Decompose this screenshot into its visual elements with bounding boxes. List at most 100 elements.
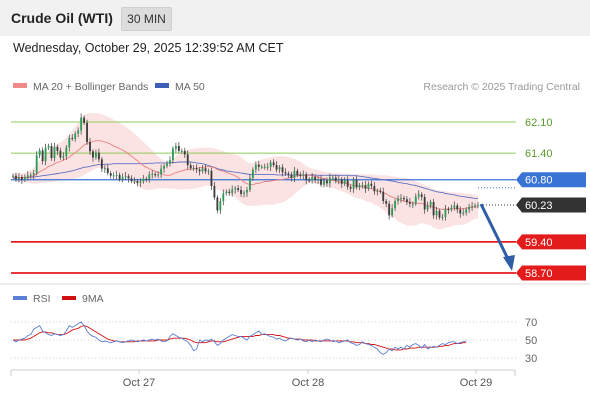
- candle: [405, 196, 408, 205]
- x-axis: Oct 27 Oct 28 Oct 29: [10, 369, 516, 389]
- level-value: 60.80: [525, 175, 553, 187]
- candle: [86, 119, 88, 145]
- candle: [340, 177, 343, 188]
- ma20-legend-label: MA 20 + Bollinger Bands: [33, 81, 148, 93]
- level-value: 59.40: [525, 237, 553, 249]
- candle: [263, 163, 266, 170]
- candle: [56, 144, 59, 156]
- candle: [456, 203, 459, 214]
- level-label-pivot: 60.80: [516, 172, 586, 188]
- candle: [246, 186, 248, 197]
- candle: [225, 189, 228, 196]
- candle: [23, 174, 26, 182]
- candle: [370, 180, 373, 189]
- candle: [420, 192, 423, 201]
- bollinger-band: [13, 113, 478, 230]
- candle: [326, 177, 328, 187]
- candle: [269, 160, 272, 172]
- candle: [210, 167, 213, 191]
- candle: [397, 195, 399, 205]
- candle: [160, 164, 163, 178]
- candle: [266, 162, 269, 171]
- level-value: 62.10: [525, 117, 553, 129]
- candle: [429, 199, 432, 209]
- candle: [59, 147, 62, 160]
- candle: [411, 201, 414, 208]
- candle: [417, 190, 420, 200]
- candle: [80, 113, 83, 135]
- x-tick-label: Oct 29: [460, 377, 492, 389]
- candle: [391, 204, 394, 218]
- candle: [314, 174, 317, 184]
- candle: [441, 213, 444, 221]
- candle: [83, 115, 86, 126]
- candle: [438, 208, 441, 220]
- candle: [100, 157, 103, 173]
- candle: [228, 188, 231, 196]
- rsi-panel: RSI 9MA 70 50 30: [11, 293, 537, 365]
- candle: [293, 166, 296, 183]
- ma50-line: [12, 161, 478, 199]
- candle: [109, 170, 112, 179]
- candle: [53, 142, 56, 162]
- candle: [331, 175, 334, 180]
- candle: [115, 170, 118, 180]
- ma50-legend-label: MA 50: [175, 81, 205, 93]
- candle: [346, 176, 349, 190]
- candle: [403, 195, 405, 202]
- x-tick-label: Oct 27: [123, 377, 155, 389]
- candle: [349, 184, 352, 193]
- candle: [400, 193, 402, 203]
- candle: [334, 174, 337, 184]
- candle: [94, 149, 97, 160]
- level-labels: 62.10 61.40 60.80 60.23 59.40 58.70: [516, 117, 586, 281]
- rsi-tick-label: 70: [525, 317, 537, 329]
- candle: [423, 193, 426, 214]
- candle: [163, 163, 165, 173]
- rsi-tick-label: 30: [525, 353, 537, 365]
- candle: [465, 207, 468, 216]
- timeframe-button[interactable]: 30 MIN: [121, 7, 172, 31]
- candle: [278, 165, 281, 174]
- candle: [231, 185, 234, 197]
- candle: [471, 201, 474, 212]
- candle: [207, 168, 210, 175]
- level-label-resistance-light: 62.10: [525, 117, 553, 129]
- candle: [237, 185, 240, 193]
- level-value: 60.23: [525, 200, 553, 212]
- candle: [103, 165, 106, 173]
- candle: [323, 178, 325, 188]
- candle: [296, 168, 299, 178]
- candle: [367, 181, 370, 191]
- candle: [216, 195, 219, 214]
- candle: [317, 176, 319, 184]
- candle: [361, 181, 364, 189]
- chart-legend: MA 20 + Bollinger Bands MA 50 Research ©…: [13, 81, 580, 93]
- candle: [287, 171, 290, 178]
- candle: [68, 134, 71, 152]
- candle: [385, 198, 388, 208]
- candle: [414, 193, 417, 206]
- candle: [382, 187, 385, 204]
- candle: [47, 143, 50, 150]
- candle: [355, 176, 358, 190]
- candle: [177, 141, 180, 154]
- candle: [477, 201, 479, 209]
- candle: [257, 160, 260, 172]
- candle: [154, 171, 157, 178]
- candle: [468, 203, 471, 214]
- projection-arrow-shaft: [479, 203, 511, 262]
- candle: [151, 169, 154, 179]
- rsi-tick-label: 50: [525, 335, 537, 347]
- candle: [343, 177, 346, 186]
- candle: [189, 162, 192, 171]
- candle: [254, 161, 257, 174]
- candle: [364, 181, 367, 193]
- candle: [388, 200, 391, 220]
- candle: [35, 151, 38, 176]
- ma20-legend-swatch: [13, 83, 27, 88]
- candle: [97, 148, 100, 163]
- candle: [192, 165, 195, 172]
- candle: [12, 173, 14, 178]
- instrument-title: Crude Oil (WTI): [11, 10, 113, 26]
